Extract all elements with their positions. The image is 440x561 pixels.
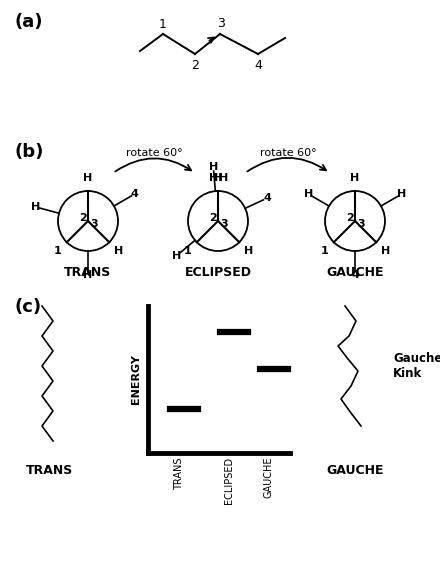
Text: H: H: [172, 251, 181, 261]
Text: 1: 1: [54, 246, 62, 256]
Text: 2: 2: [191, 59, 199, 72]
Text: H: H: [381, 246, 390, 256]
Text: 4: 4: [254, 59, 262, 72]
Text: H: H: [31, 202, 40, 212]
Text: H: H: [244, 246, 253, 256]
Text: 3: 3: [220, 219, 228, 229]
Text: 3: 3: [90, 219, 98, 229]
Text: TRANS: TRANS: [26, 464, 73, 477]
Text: GAUCHE: GAUCHE: [326, 464, 384, 477]
Text: ENERGY: ENERGY: [131, 355, 141, 404]
Text: H: H: [209, 162, 218, 172]
Text: rotate 60°: rotate 60°: [260, 148, 316, 158]
Text: H: H: [350, 173, 359, 183]
Text: H: H: [83, 270, 93, 280]
Text: 1: 1: [184, 246, 191, 256]
Text: 3: 3: [357, 219, 365, 229]
Text: Gauche
Kink: Gauche Kink: [393, 352, 440, 380]
Text: H: H: [114, 246, 123, 256]
Text: TRANS: TRANS: [174, 457, 184, 490]
Text: rotate 60°: rotate 60°: [126, 148, 182, 158]
Text: H: H: [213, 173, 223, 183]
Text: ECLIPSED: ECLIPSED: [184, 266, 252, 279]
Text: 1: 1: [159, 18, 167, 31]
Text: H: H: [83, 173, 93, 183]
Text: 3: 3: [217, 17, 225, 30]
Text: 2: 2: [79, 213, 87, 223]
Text: ECLIPSED: ECLIPSED: [224, 457, 234, 504]
Text: H: H: [304, 189, 313, 199]
Text: (b): (b): [14, 143, 44, 161]
Text: H: H: [220, 173, 229, 183]
Text: 2: 2: [209, 213, 217, 223]
Text: 1: 1: [321, 246, 329, 256]
Text: 4: 4: [351, 270, 359, 280]
Text: 4: 4: [263, 193, 271, 203]
Text: (c): (c): [14, 298, 41, 316]
Text: 2: 2: [346, 213, 354, 223]
Text: GAUCHE: GAUCHE: [264, 457, 274, 499]
Text: (a): (a): [14, 13, 43, 31]
Text: 4: 4: [131, 189, 139, 199]
Text: H: H: [209, 173, 219, 183]
Text: GAUCHE: GAUCHE: [326, 266, 384, 279]
Text: TRANS: TRANS: [64, 266, 112, 279]
Text: H: H: [397, 189, 407, 199]
